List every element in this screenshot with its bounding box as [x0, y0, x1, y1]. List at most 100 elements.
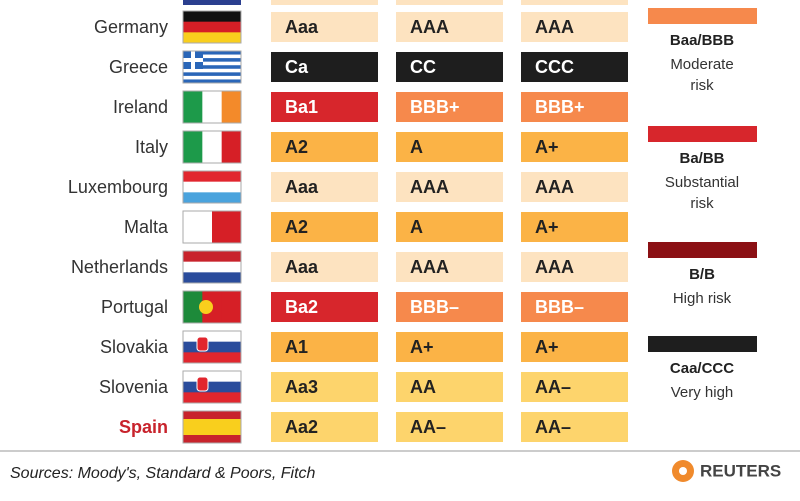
flag-cross — [183, 58, 203, 62]
flag-stripe — [183, 54, 241, 59]
flag-stripe — [183, 79, 241, 84]
flag-stripe — [183, 411, 241, 420]
flag-stripe — [183, 21, 241, 33]
legend-swatch — [648, 336, 757, 352]
flag-emblem — [196, 376, 209, 392]
flag-stripe — [183, 171, 241, 183]
rating: A+ — [410, 337, 434, 357]
flag-stripe — [183, 427, 241, 436]
country-name: Slovakia — [100, 337, 169, 357]
rating-cell — [396, 412, 503, 442]
rating-cell — [396, 292, 503, 322]
rating: Ca — [285, 57, 309, 77]
rating-cell — [271, 332, 378, 362]
rating: AA — [410, 377, 436, 397]
legend-text: Substantial — [665, 174, 739, 191]
rating: Aa2 — [285, 417, 318, 437]
legend-text: Moderate — [670, 56, 733, 73]
legend-label: B/B — [689, 266, 715, 283]
flag-border — [182, 330, 242, 364]
rating-cell — [271, 212, 378, 242]
rating: Aaa — [285, 17, 319, 37]
rating-cell — [271, 172, 378, 202]
rating: AAA — [535, 17, 574, 37]
rating-cell — [396, 172, 503, 202]
rating: BBB– — [535, 297, 584, 317]
rating: Ba2 — [285, 297, 318, 317]
legend-swatch — [648, 242, 757, 258]
rating: AAA — [535, 177, 574, 197]
legend-text: High risk — [673, 290, 732, 307]
rating-cell — [271, 12, 378, 42]
flag-stripe — [183, 272, 241, 284]
flag-stripe — [183, 435, 241, 444]
flag-stripe — [212, 211, 242, 243]
flag-stripe — [221, 131, 242, 163]
country-name: Netherlands — [71, 257, 168, 277]
rating: AAA — [410, 17, 449, 37]
source: Sources: Moody's, Standard & Poors, Fitc… — [10, 465, 316, 482]
cut-cell — [271, 0, 378, 5]
rating-cell — [396, 92, 503, 122]
rating-cell — [271, 292, 378, 322]
rating: AA– — [535, 417, 571, 437]
flag-stripe — [183, 11, 241, 23]
flag-border — [182, 50, 242, 84]
legend-text: Very high — [671, 384, 734, 401]
cut-flag — [183, 0, 241, 5]
rating: Aaa — [285, 257, 319, 277]
rating: BBB+ — [535, 97, 585, 117]
rating-cell — [521, 252, 628, 282]
rating-cell — [396, 12, 503, 42]
flag-stripe — [183, 251, 241, 263]
rating: Aaa — [285, 177, 319, 197]
flag-border — [182, 210, 242, 244]
flag-border — [182, 370, 242, 404]
flag-stripe — [183, 32, 241, 44]
flag-stripe — [221, 291, 242, 323]
flag-stripe — [183, 91, 203, 123]
legend-swatch — [648, 126, 757, 142]
flag-stripe — [202, 131, 223, 163]
rating-cell — [521, 132, 628, 162]
flag-stripe — [183, 51, 241, 56]
flag-emblem — [196, 336, 209, 352]
flag-stripe — [183, 181, 241, 193]
rating: A+ — [535, 337, 559, 357]
rating-cell — [271, 412, 378, 442]
country-name: Slovenia — [99, 377, 169, 397]
rating: A+ — [535, 217, 559, 237]
flag-stripe — [183, 58, 241, 63]
rating-cell — [521, 92, 628, 122]
flag-stripe — [183, 341, 241, 353]
rating-cell — [521, 332, 628, 362]
rating-cell — [521, 12, 628, 42]
cut-cell — [396, 0, 503, 5]
flag-stripe — [183, 131, 203, 163]
rating-cell — [521, 292, 628, 322]
rating: AAA — [535, 257, 574, 277]
rating-cell — [396, 212, 503, 242]
rating: A — [410, 217, 423, 237]
rating-cell — [521, 52, 628, 82]
flag-stripe — [183, 331, 241, 343]
rating-cell — [521, 372, 628, 402]
flag-stripe — [183, 261, 241, 273]
cut-cell — [521, 0, 628, 5]
rating: A1 — [285, 337, 308, 357]
rating: AA– — [410, 417, 446, 437]
rating: A2 — [285, 217, 308, 237]
country-name: Spain — [119, 417, 168, 437]
flag-stripe — [183, 291, 203, 323]
rating: AAA — [410, 257, 449, 277]
rating-cell — [396, 132, 503, 162]
rating-cell — [271, 252, 378, 282]
country-name: Italy — [135, 137, 168, 157]
flag-border — [182, 10, 242, 44]
country-name: Germany — [94, 17, 168, 37]
rating-cell — [396, 332, 503, 362]
rating-cell — [521, 172, 628, 202]
flag-stripe — [183, 211, 213, 243]
flag-emblem — [199, 300, 213, 314]
rating-cell — [521, 412, 628, 442]
